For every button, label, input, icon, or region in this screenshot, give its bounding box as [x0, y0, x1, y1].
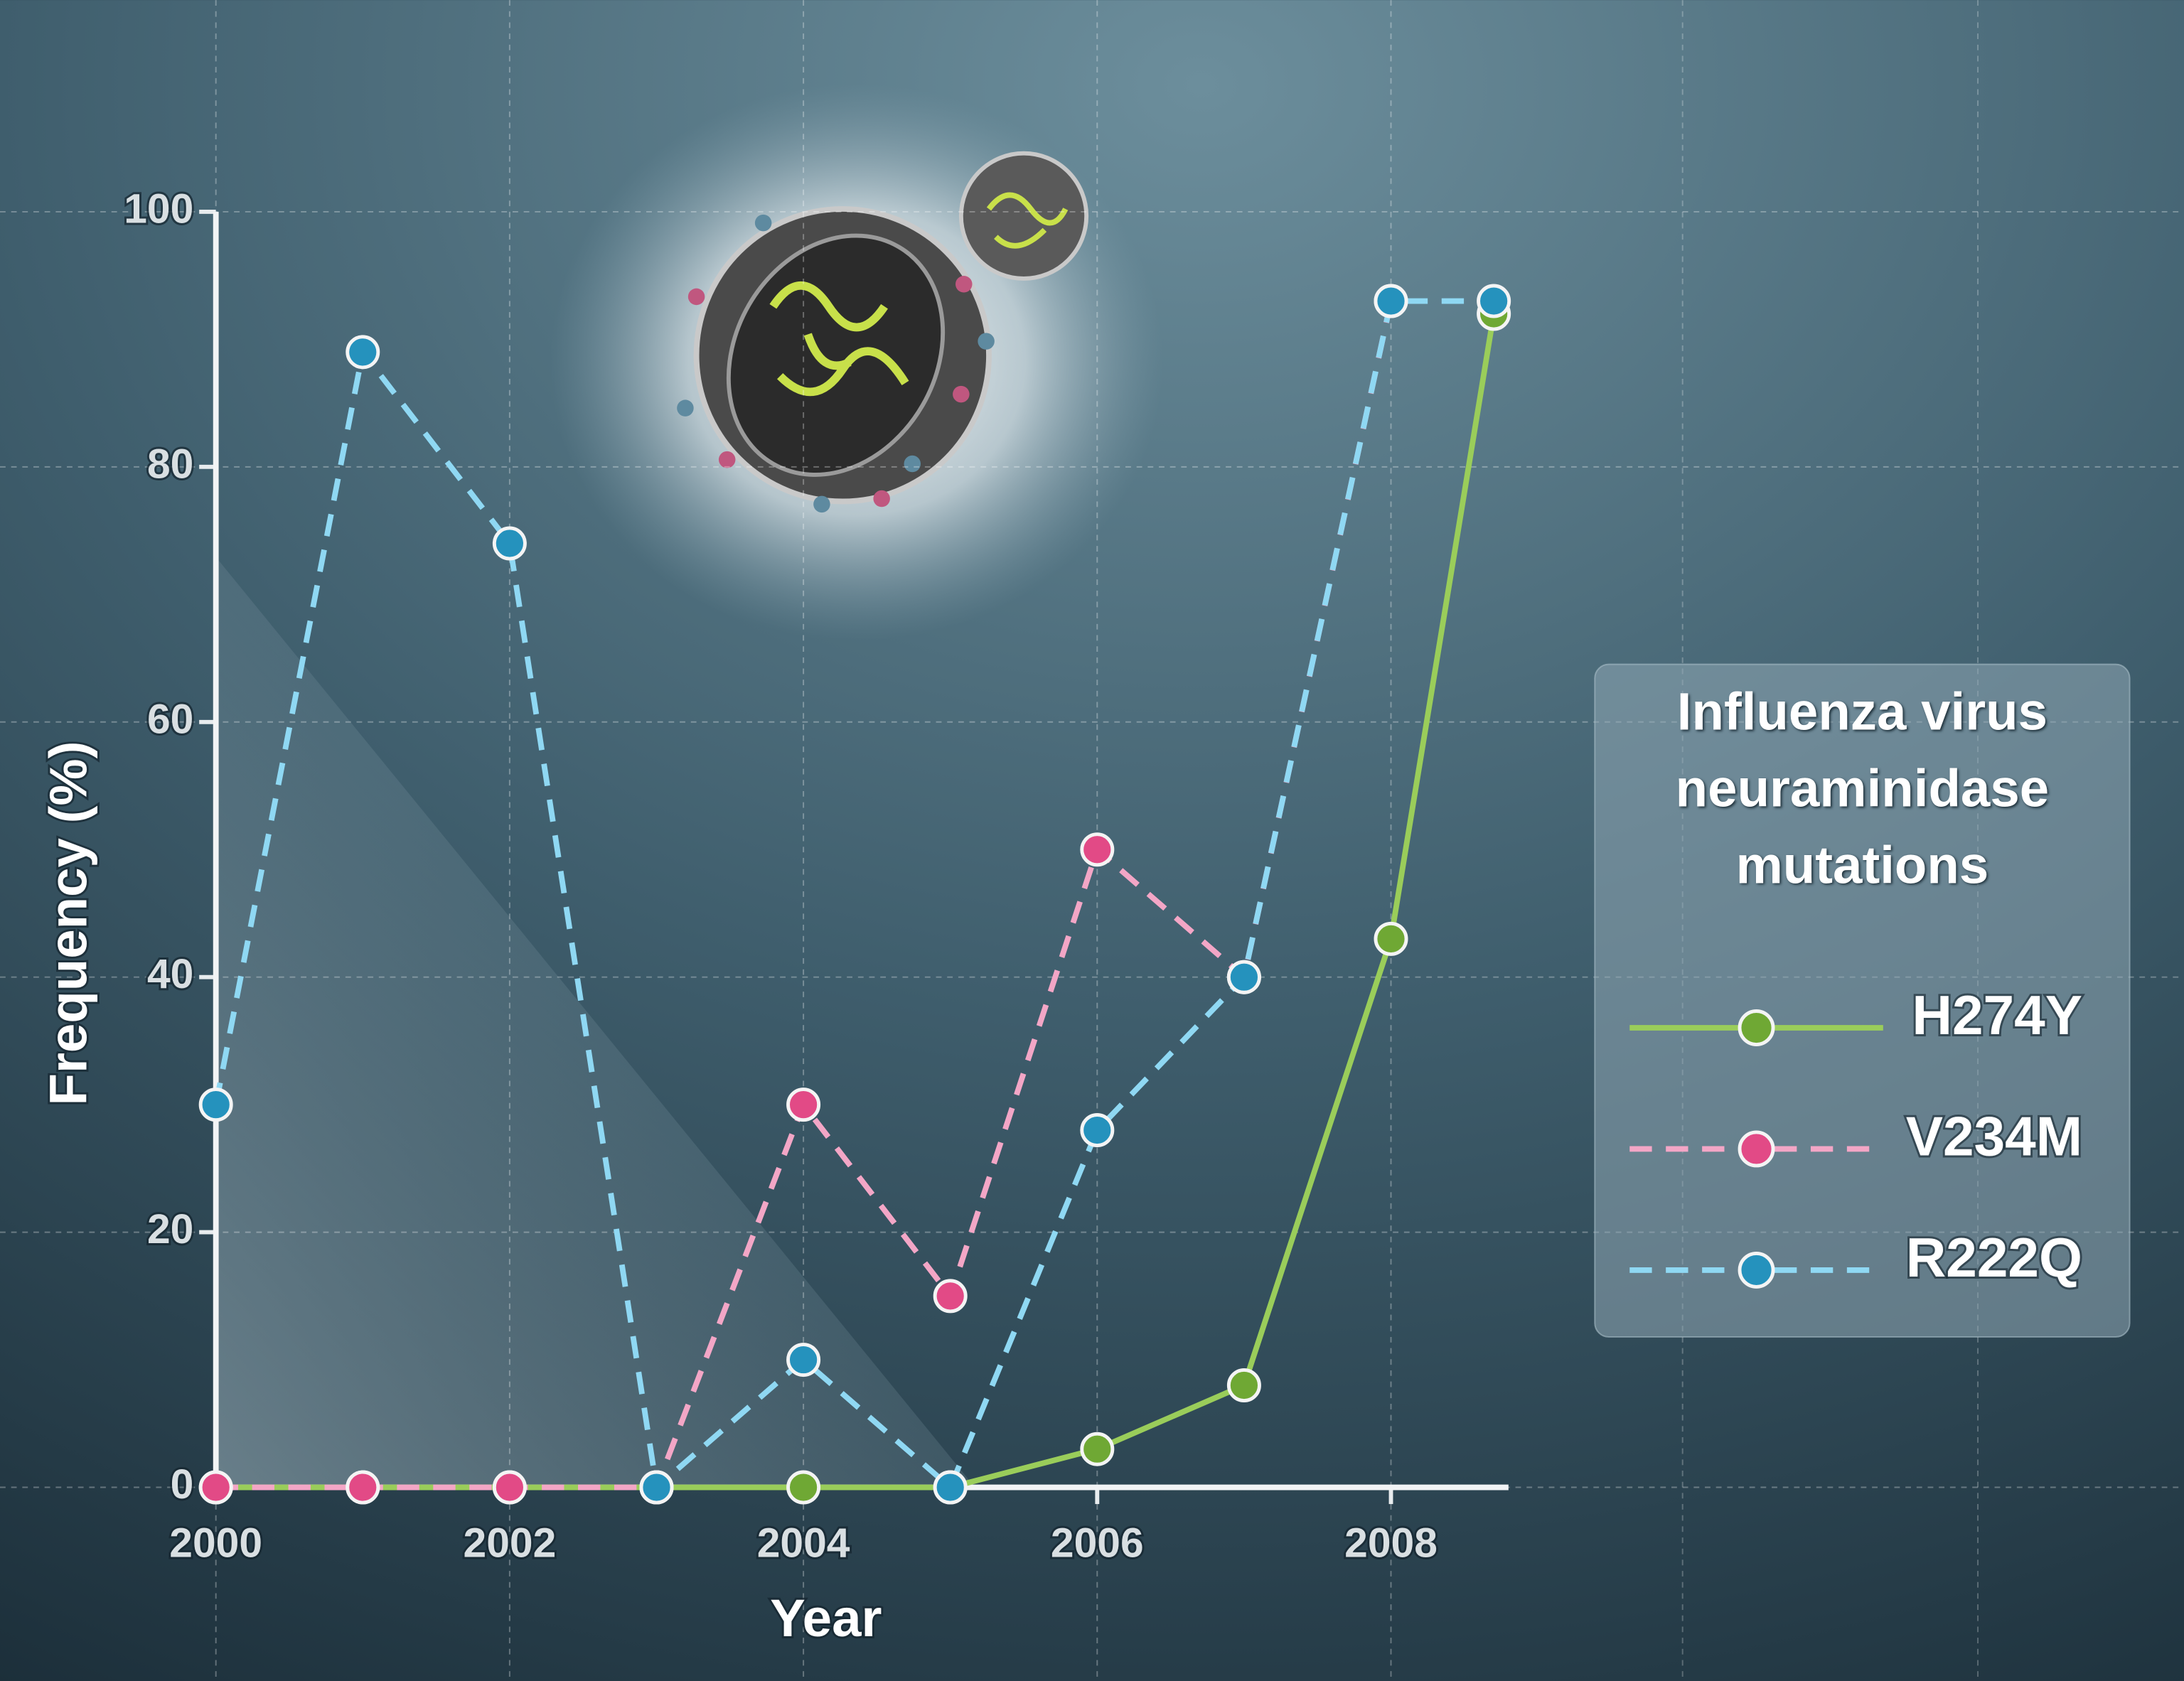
x-tick-label: 2000 [169, 1520, 262, 1566]
legend-label: V234M [1906, 1105, 2082, 1167]
x-tick-label: 2008 [1344, 1520, 1438, 1566]
data-point [1374, 284, 1408, 318]
legend-title: Influenza virus neuraminidase mutations [1675, 684, 2050, 896]
data-point [933, 1470, 968, 1505]
legend-marker [1738, 1130, 1775, 1168]
data-point [1374, 921, 1408, 956]
data-point [198, 1087, 233, 1122]
y-tick-label: 100 [124, 186, 193, 232]
plot [198, 284, 1511, 1505]
legend-label: H274Y [1912, 984, 2082, 1046]
data-point [1226, 1368, 1261, 1402]
legend-title-box: Influenza virus neuraminidase mutations [1675, 684, 2050, 896]
x-tick-label: 2006 [1051, 1520, 1144, 1566]
y-tick-label: 80 [147, 441, 193, 487]
data-point [492, 526, 527, 561]
data-point [1080, 1432, 1115, 1466]
y-axis-label: Frequency (%) [39, 741, 98, 1106]
y-tick-label: 0 [171, 1461, 194, 1508]
data-point [198, 1470, 233, 1505]
data-point [786, 1470, 821, 1505]
legend-label: R222Q [1906, 1226, 2082, 1289]
y-tick-label: 40 [147, 951, 193, 997]
virus-illustration [677, 151, 1089, 513]
legend: Influenza virus neuraminidase mutations … [1594, 663, 2131, 1338]
data-point [639, 1470, 674, 1505]
data-point [346, 335, 380, 370]
legend-marker [1738, 1009, 1775, 1046]
x-tick-label: 2004 [757, 1520, 850, 1566]
data-point [346, 1470, 380, 1505]
data-point [1477, 284, 1511, 318]
series-line [213, 298, 1494, 1491]
x-axis-label: Year [770, 1589, 882, 1648]
y-tick-label: 60 [147, 696, 193, 742]
x-tick-label: 2002 [464, 1520, 557, 1566]
data-point [1080, 832, 1115, 867]
y-tick-label: 20 [147, 1206, 193, 1252]
legend-marker [1738, 1251, 1775, 1289]
legend-box [1594, 663, 2131, 1338]
data-point [933, 1279, 968, 1314]
data-point [1080, 1113, 1115, 1148]
data-point [786, 1087, 821, 1122]
plot-shading [215, 557, 975, 1488]
data-point [1226, 960, 1261, 994]
data-point [492, 1470, 527, 1505]
data-point [786, 1343, 821, 1377]
